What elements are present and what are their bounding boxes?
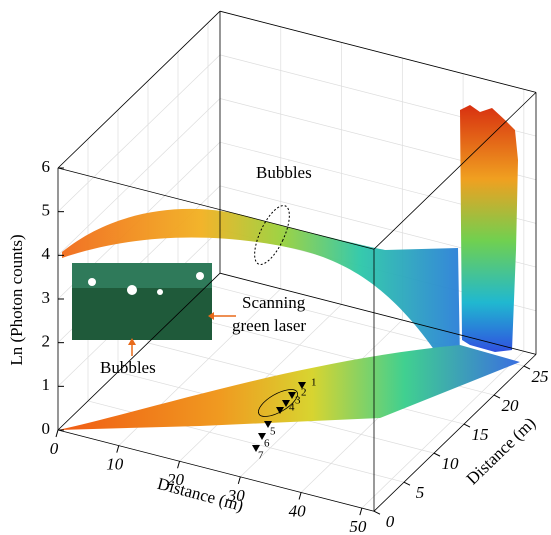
marker-label: 2 — [301, 387, 307, 399]
x-tick-label: 40 — [289, 501, 307, 520]
y-tick — [524, 366, 530, 369]
y-tick-label: 20 — [502, 396, 520, 415]
z-tick-label: 0 — [42, 419, 51, 438]
x-tick-label: 10 — [106, 455, 124, 474]
x-tick — [238, 477, 240, 484]
y-tick-label: 10 — [442, 454, 460, 473]
x-tick — [360, 508, 362, 515]
z-axis-title: Ln (Photon counts) — [7, 234, 26, 365]
vertical-wall — [460, 105, 518, 352]
inset-bubble — [127, 285, 137, 295]
x-tick — [117, 446, 119, 453]
z-tick-label: 6 — [42, 157, 51, 176]
marker-label: 6 — [264, 438, 270, 450]
y-tick-label: 0 — [386, 512, 395, 531]
x-tick — [178, 461, 180, 468]
chart: 0102030405005101520250123456Distance (m)… — [0, 0, 551, 535]
annotation: green laser — [232, 316, 306, 335]
y-tick-label: 5 — [416, 483, 425, 502]
y-tick — [494, 395, 500, 398]
z-tick-label: 3 — [42, 288, 51, 307]
x-tick — [56, 430, 58, 437]
x-axis-title: Distance (m) — [155, 474, 245, 515]
surfaces — [58, 105, 520, 430]
marker-label: 3 — [295, 395, 301, 407]
inset-bubble — [88, 278, 96, 286]
x-tick — [299, 492, 301, 499]
box-edge — [220, 11, 536, 92]
y-tick-label: 25 — [532, 367, 549, 386]
inset-bubble — [196, 272, 204, 280]
grid-line — [58, 55, 220, 212]
z-tick-label: 2 — [42, 332, 51, 351]
y-tick-label: 15 — [472, 425, 489, 444]
inset-bubble — [157, 289, 163, 295]
z-tick-label: 5 — [42, 201, 51, 220]
z-tick-label: 1 — [42, 375, 51, 394]
x-tick-label: 50 — [349, 517, 367, 535]
marker-label: 1 — [311, 377, 317, 389]
y-tick — [374, 511, 380, 514]
annotation: Scanning — [242, 293, 306, 312]
y-tick — [404, 482, 410, 485]
y-tick — [464, 424, 470, 427]
marker-label: 5 — [270, 426, 276, 438]
box-edge — [58, 11, 220, 168]
y-tick — [434, 453, 440, 456]
x-tick-label: 0 — [50, 439, 59, 458]
z-tick-label: 4 — [42, 244, 51, 263]
marker-label: 7 — [258, 450, 264, 462]
marker-label: 4 — [289, 402, 295, 414]
annotation: Bubbles — [256, 163, 312, 182]
annotation: Bubbles — [100, 358, 156, 377]
